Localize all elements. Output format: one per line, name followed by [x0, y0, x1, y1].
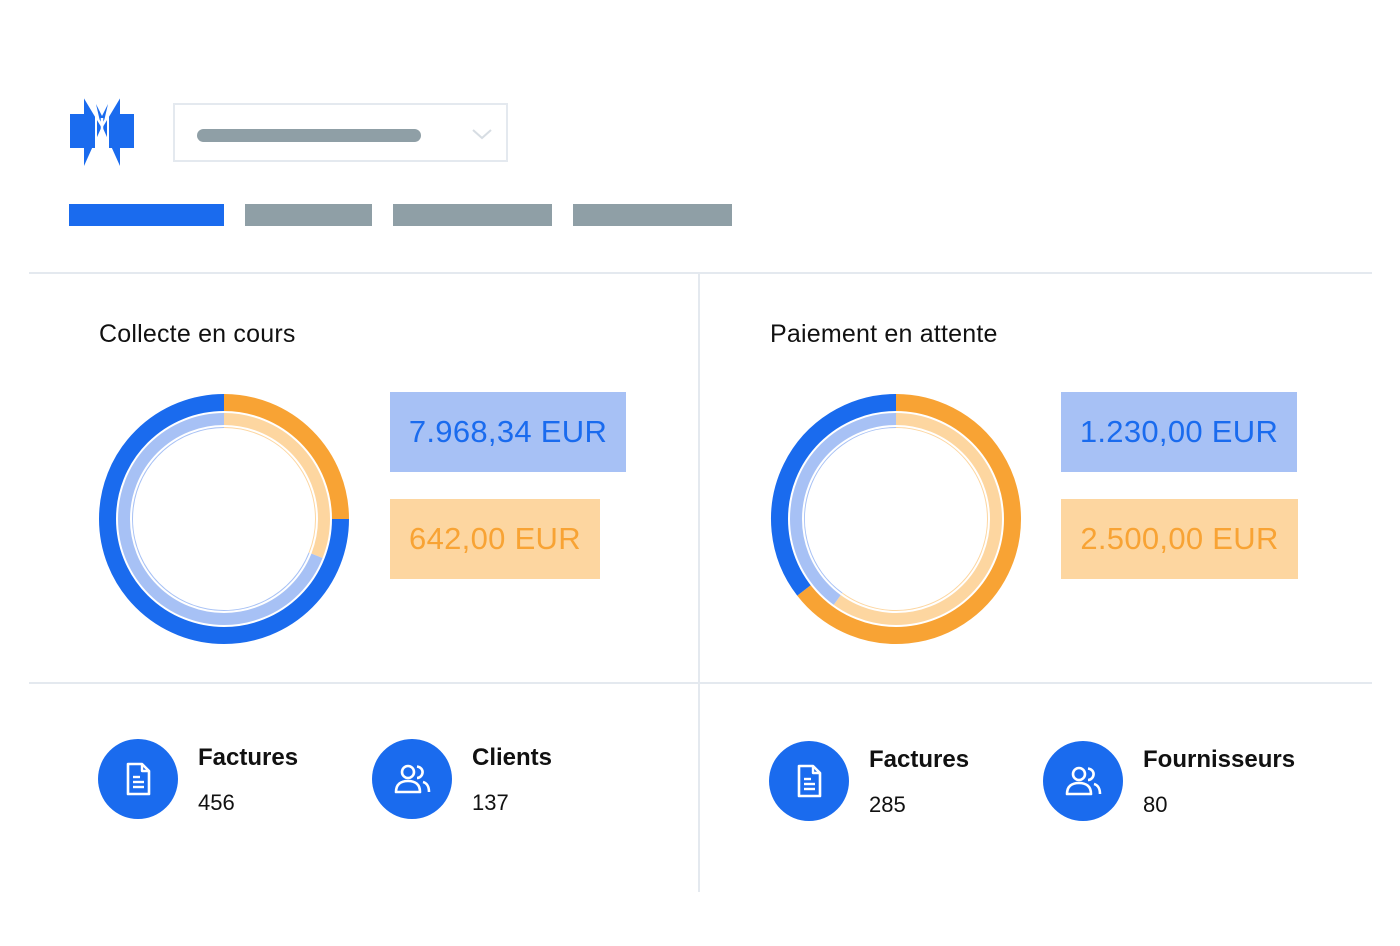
ring-separator [116, 411, 332, 627]
users-icon [1065, 766, 1102, 796]
tab-1[interactable] [69, 204, 224, 226]
donut-chart-collecte [99, 394, 349, 644]
section-title-paiement: Paiement en attente [770, 320, 998, 348]
column-divider [698, 274, 700, 892]
stat-value-clients: 137 [472, 790, 509, 815]
stat-value-factures: 456 [198, 790, 235, 815]
ring-separator [788, 411, 1004, 627]
outer-ring-segment-0 [797, 394, 1021, 644]
selector-value-placeholder [197, 129, 421, 142]
stats-divider [29, 682, 1372, 684]
factures-stat-button[interactable] [769, 741, 849, 821]
document-icon [126, 762, 151, 796]
tab-4[interactable] [573, 204, 732, 226]
inner-ring-segment-1 [117, 412, 324, 626]
stat-label-fournisseurs: Fournisseurs [1143, 746, 1296, 773]
header-divider [29, 272, 1372, 274]
brand-logo-icon[interactable] [66, 96, 138, 166]
chevron-down-icon [472, 129, 492, 140]
users-icon [394, 764, 431, 794]
outer-ring-segment-1 [99, 394, 349, 644]
tab-3[interactable] [393, 204, 552, 226]
inner-ring-segment-1 [789, 412, 897, 606]
tab-2[interactable] [245, 204, 372, 226]
fournisseurs-stat-button[interactable] [1043, 741, 1123, 821]
inner-ring-segment-0 [833, 412, 1003, 626]
document-icon [797, 764, 822, 798]
amount-box-orange: 2.500,00 EUR [1061, 499, 1298, 579]
stat-value-fournisseurs: 80 [1143, 792, 1168, 817]
inner-boundary [802, 425, 990, 613]
inner-boundary [130, 425, 318, 613]
amount-box-blue: 1.230,00 EUR [1061, 392, 1297, 472]
donut-chart-paiement [771, 394, 1021, 644]
inner-ring-segment-0 [223, 412, 331, 559]
outer-ring-segment-1 [771, 394, 897, 596]
section-title-collecte: Collecte en cours [99, 320, 296, 348]
stat-label-clients: Clients [472, 744, 553, 771]
stat-value-factures: 285 [869, 792, 906, 817]
account-selector-dropdown[interactable] [173, 103, 508, 162]
factures-stat-button[interactable] [98, 739, 178, 819]
stat-label-factures: Factures [869, 746, 970, 773]
clients-stat-button[interactable] [372, 739, 452, 819]
amount-box-blue: 7.968,34 EUR [390, 392, 626, 472]
amount-box-orange: 642,00 EUR [390, 499, 600, 579]
stat-label-factures: Factures [198, 744, 299, 771]
outer-ring-segment-0 [223, 394, 349, 520]
